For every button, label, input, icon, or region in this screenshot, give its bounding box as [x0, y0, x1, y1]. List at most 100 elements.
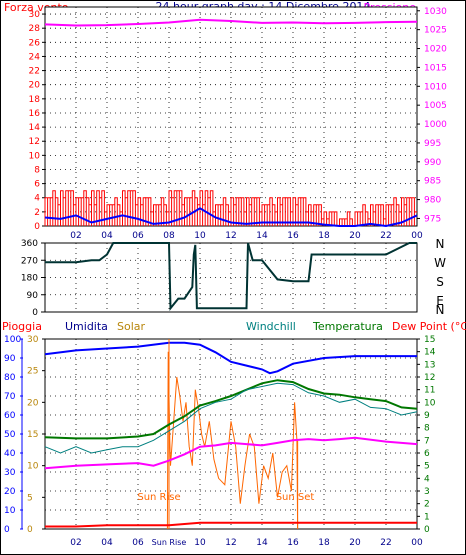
direction-tick-label: 180: [21, 274, 38, 284]
weather-series: [44, 339, 418, 530]
wind-direction-series: [45, 242, 417, 311]
pressure-tick-label: 1030: [424, 7, 447, 17]
rain-tick-label: 12: [424, 373, 435, 383]
windchill-label: Windchill: [246, 320, 296, 333]
humidity-tick-label: 90: [4, 354, 16, 364]
rain-tick-label: 4: [424, 474, 430, 484]
temperature-tick-label: 10: [27, 462, 39, 472]
wind-speed-tick-label: 26: [29, 38, 41, 48]
x-tick-label: 16: [287, 231, 299, 241]
pressure-tick-label: 1010: [424, 82, 447, 92]
wind-speed-tick-label: 18: [29, 95, 41, 105]
pressure-tick-label: 980: [424, 196, 441, 206]
wind-speed-tick-label: 12: [29, 137, 40, 147]
wind-speed-tick-label: 10: [29, 151, 41, 161]
x-tick-label: 04: [101, 231, 113, 241]
dewpoint-label: Dew Point (°C): [392, 320, 466, 333]
wind-speed-tick-label: 20: [29, 81, 41, 91]
humidity-tick-label: 100: [4, 335, 21, 345]
x-tick-label: 20: [349, 538, 361, 548]
x-tick-label: 18: [318, 538, 330, 548]
rain-tick-label: 2: [424, 500, 430, 510]
humidity-tick-label: 10: [4, 506, 16, 516]
temperature-tick-label: 30: [27, 335, 39, 345]
pressure-tick-label: 975: [424, 214, 441, 224]
pressure-tick-label: 1005: [424, 101, 447, 111]
direction-tick-label: 0: [32, 308, 38, 318]
rain-tick-label: 15: [424, 335, 435, 345]
humidity-tick-label: 50: [4, 430, 16, 440]
wind-direction-grid: [45, 243, 417, 312]
pressure-tick-label: 995: [424, 139, 441, 149]
direction-tick-label: 90: [27, 291, 39, 301]
rain-tick-label: 11: [424, 386, 435, 396]
sunrise-label: Sun Rise: [137, 492, 180, 503]
x-tick-label: 02: [70, 538, 81, 548]
temperature-tick-label: 15: [27, 430, 38, 440]
rain-tick-label: 5: [424, 462, 430, 472]
humidity-axis: 0 10 20 30 40 50 60 70 80 90 100: [4, 335, 23, 535]
x-tick-label: 06: [132, 231, 144, 241]
pressure-tick-label: 990: [424, 158, 441, 168]
x-tick-label: 22: [380, 231, 391, 241]
x-tick-label: 08: [163, 231, 175, 241]
rain-tick-label: 9: [424, 411, 430, 421]
wind-pressure-series: [44, 18, 418, 228]
x-tick-label: 10: [194, 538, 206, 548]
wind-average-line: [44, 207, 418, 228]
dewpoint-line: [44, 436, 418, 470]
rain-label: Pioggia: [2, 320, 42, 333]
x-tick-label: 00: [411, 231, 423, 241]
wind-speed-tick-label: 22: [29, 67, 40, 77]
x-tick-label: 22: [380, 538, 391, 548]
rain-tick-label: 3: [424, 487, 430, 497]
humidity-tick-label: 80: [4, 373, 16, 383]
x-tick-label: 00: [411, 538, 423, 548]
wind-speed-tick-label: 2: [34, 208, 40, 218]
rain-tick-label: 8: [424, 424, 430, 434]
temperature-tick-label: 20: [27, 398, 39, 408]
direction-degree-axis: 0 90 180 270 360: [21, 239, 45, 318]
temperature-label: Temperatura: [312, 320, 383, 333]
pressure-tick-label: 1000: [424, 120, 447, 130]
temperature-line: [44, 379, 418, 440]
humidity-tick-label: 30: [4, 468, 16, 478]
rain-tick-label: 6: [424, 449, 430, 459]
compass-label: S: [436, 275, 444, 289]
x-tick-label: 06: [132, 538, 144, 548]
temperature-axis: 0 5 10 15 20 25 30: [27, 335, 45, 535]
x-tick-label: 04: [101, 538, 113, 548]
rain-tick-label: 13: [424, 360, 435, 370]
humidity-tick-label: 60: [4, 411, 16, 421]
rain-tick-label: 14: [424, 348, 436, 358]
pressure-axis: 975 980 985 990 995 1000 1005 1010 1015 1020 1025 1…: [417, 7, 447, 224]
humidity-tick-label: 40: [4, 449, 16, 459]
x-tick-label: 12: [225, 231, 236, 241]
wind-speed-tick-label: 30: [29, 10, 41, 20]
wind-speed-tick-label: 6: [34, 180, 40, 190]
x-tick-label: 02: [70, 231, 81, 241]
wind-speed-tick-label: 0: [34, 222, 40, 232]
wind-speed-tick-label: 14: [29, 123, 41, 133]
compass-label: E: [436, 294, 444, 308]
windchill-line: [44, 382, 418, 454]
direction-tick-label: 360: [21, 239, 38, 249]
x-tick-label: 20: [349, 231, 361, 241]
humidity-tick-label: 0: [4, 525, 10, 535]
pressure-tick-label: 1025: [424, 26, 447, 36]
humidity-tick-label: 20: [4, 487, 16, 497]
x-tick-label: 14: [256, 231, 268, 241]
pressure-tick-label: 985: [424, 177, 441, 187]
wind-speed-tick-label: 16: [29, 109, 41, 119]
rain-tick-label: 7: [424, 436, 430, 446]
x-tick-label: 18: [318, 231, 330, 241]
rain-line: [45, 521, 417, 528]
wind-pressure-plot-area: [44, 6, 418, 227]
humidity-line: [44, 341, 417, 375]
